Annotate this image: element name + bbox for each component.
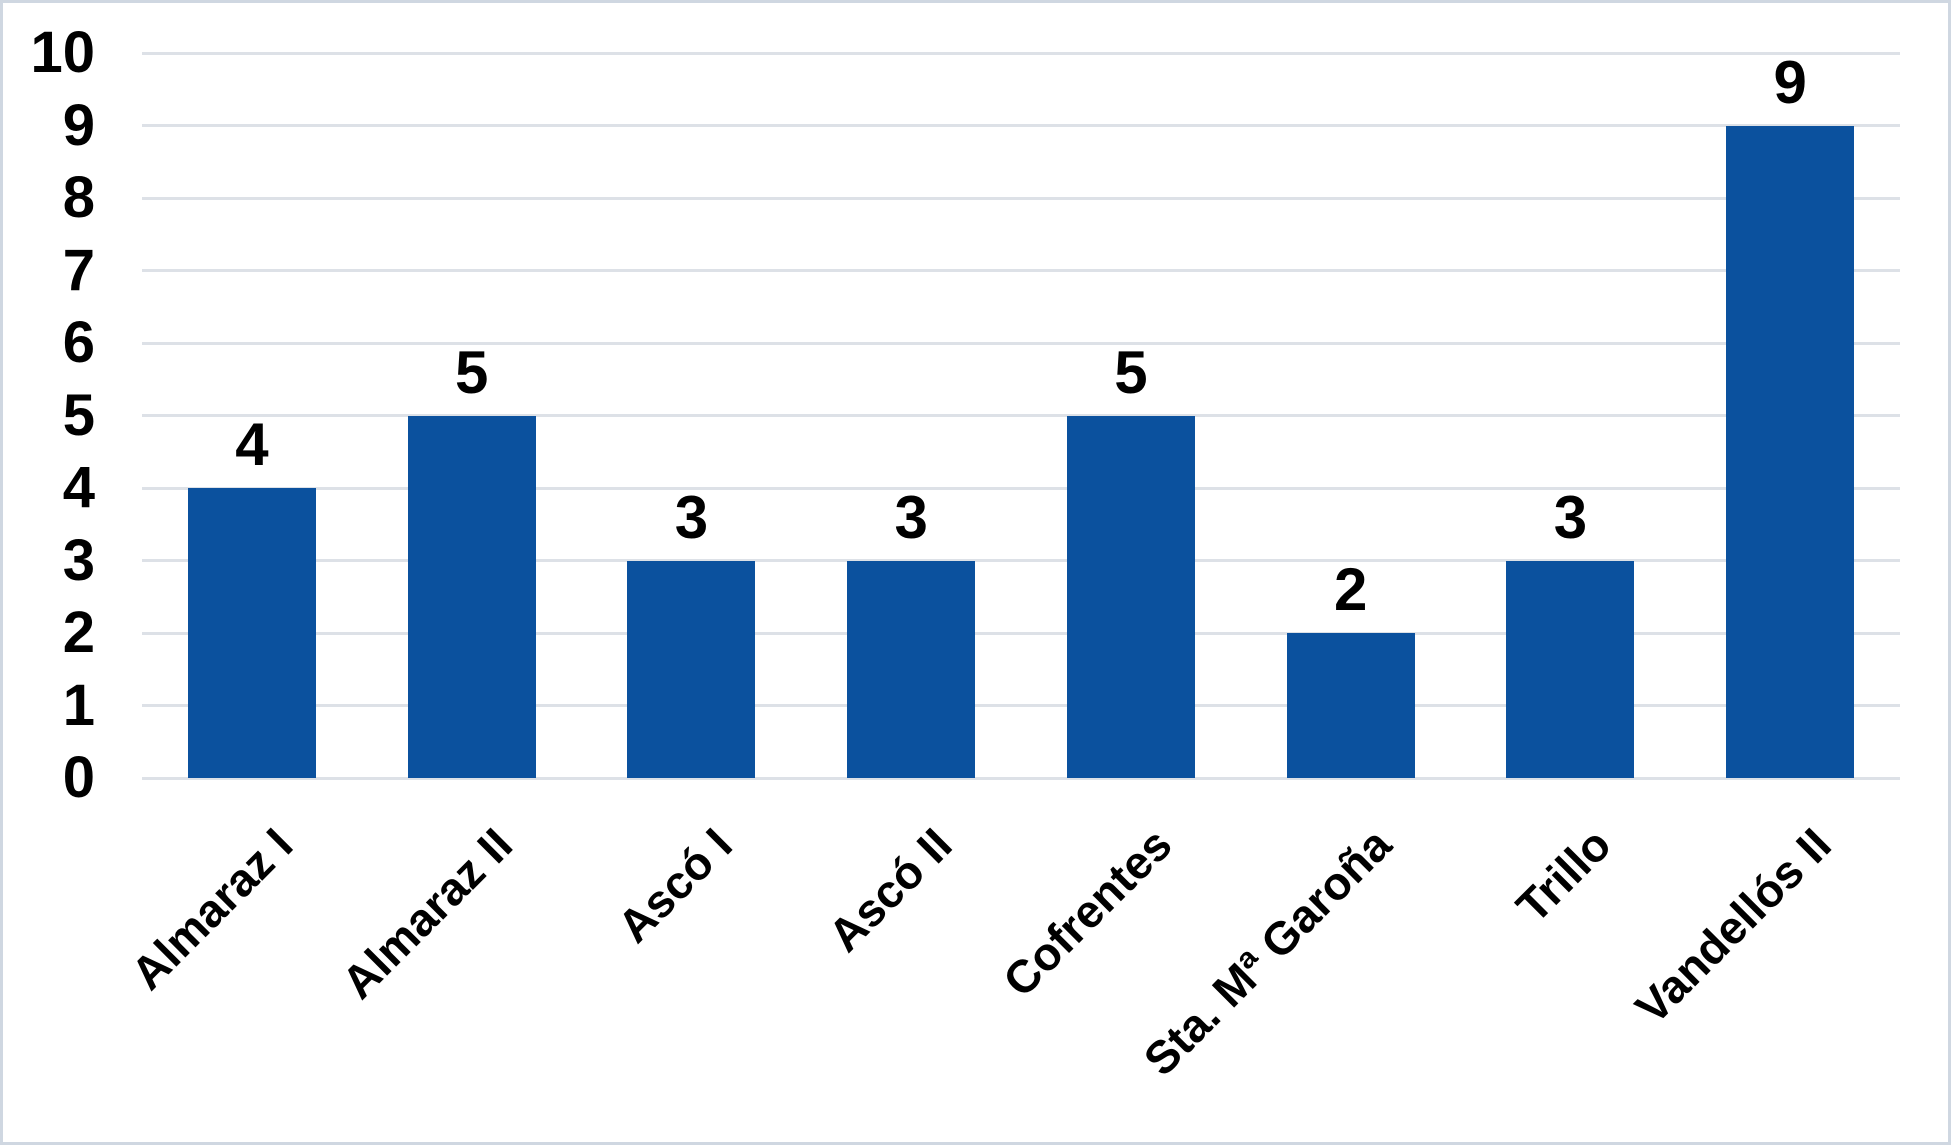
plot-area: 4 5 3 3 5 2 3 9 (142, 48, 1900, 780)
gridline-4 (142, 486, 1900, 490)
gridline-5 (142, 414, 1900, 417)
value-label-almaraz-i: 4 (235, 411, 269, 478)
value-label-asco-i: 3 (674, 483, 709, 551)
y-tick-label-0: 0 (62, 745, 95, 810)
value-label-trillo: 3 (1553, 483, 1588, 551)
y-tick-label-1: 1 (62, 672, 95, 738)
x-tick-label-cofrentes: Cofrentes (993, 818, 1182, 1007)
y-tick-label-4: 4 (62, 455, 95, 520)
x-tick-label-asco-i: Ascó I (607, 818, 743, 953)
y-tick-label-7: 7 (62, 237, 95, 303)
y-tick-label-3: 3 (62, 527, 95, 593)
y-tick-label-2: 2 (62, 600, 95, 665)
bar-almaraz-ii (407, 415, 536, 778)
gridline-10 (142, 51, 1900, 55)
bar-asco-i (627, 560, 756, 778)
value-label-almaraz-ii: 5 (454, 338, 489, 406)
x-tick-label-almaraz-i: Almaraz I (121, 818, 303, 1000)
bar-sta-ma-garona (1286, 633, 1415, 778)
x-tick-label-almaraz-ii: Almaraz II (331, 818, 523, 1009)
y-tick-label-8: 8 (62, 165, 95, 230)
bar-almaraz-i (187, 488, 316, 778)
bar-trillo (1506, 560, 1635, 778)
gridline-3 (142, 559, 1900, 562)
bar-asco-ii (847, 560, 976, 778)
y-tick-label-9: 9 (62, 92, 95, 158)
bar-cofrentes (1066, 415, 1195, 778)
gridline-8 (142, 196, 1900, 200)
value-label-sta-ma-garona: 2 (1333, 556, 1368, 623)
y-tick-label-10: 10 (30, 20, 95, 85)
x-tick-label-vandellos-ii: Vandellós II (1625, 818, 1841, 1034)
y-tick-label-6: 6 (62, 310, 95, 375)
value-label-vandellos-ii: 9 (1773, 48, 1807, 116)
gridline-7 (142, 269, 1900, 272)
gridline-1 (142, 704, 1900, 707)
value-label-cofrentes: 5 (1114, 338, 1148, 406)
gridline-9 (142, 124, 1900, 127)
chart-canvas: 0 1 2 3 4 5 6 7 8 9 10 4 5 3 3 5 2 3 9 Almaraz I Almaraz I… (3, 3, 1948, 1142)
x-tick-label-asco-ii: Ascó II (818, 818, 962, 962)
x-tick-label-trillo: Trillo (1506, 818, 1622, 933)
gridline-6 (142, 341, 1900, 345)
y-tick-label-5: 5 (62, 382, 95, 448)
gridline-0 (142, 776, 1900, 780)
gridline-2 (142, 631, 1900, 635)
bar-vandellos-ii (1726, 125, 1855, 778)
value-label-asco-ii: 3 (894, 483, 928, 551)
